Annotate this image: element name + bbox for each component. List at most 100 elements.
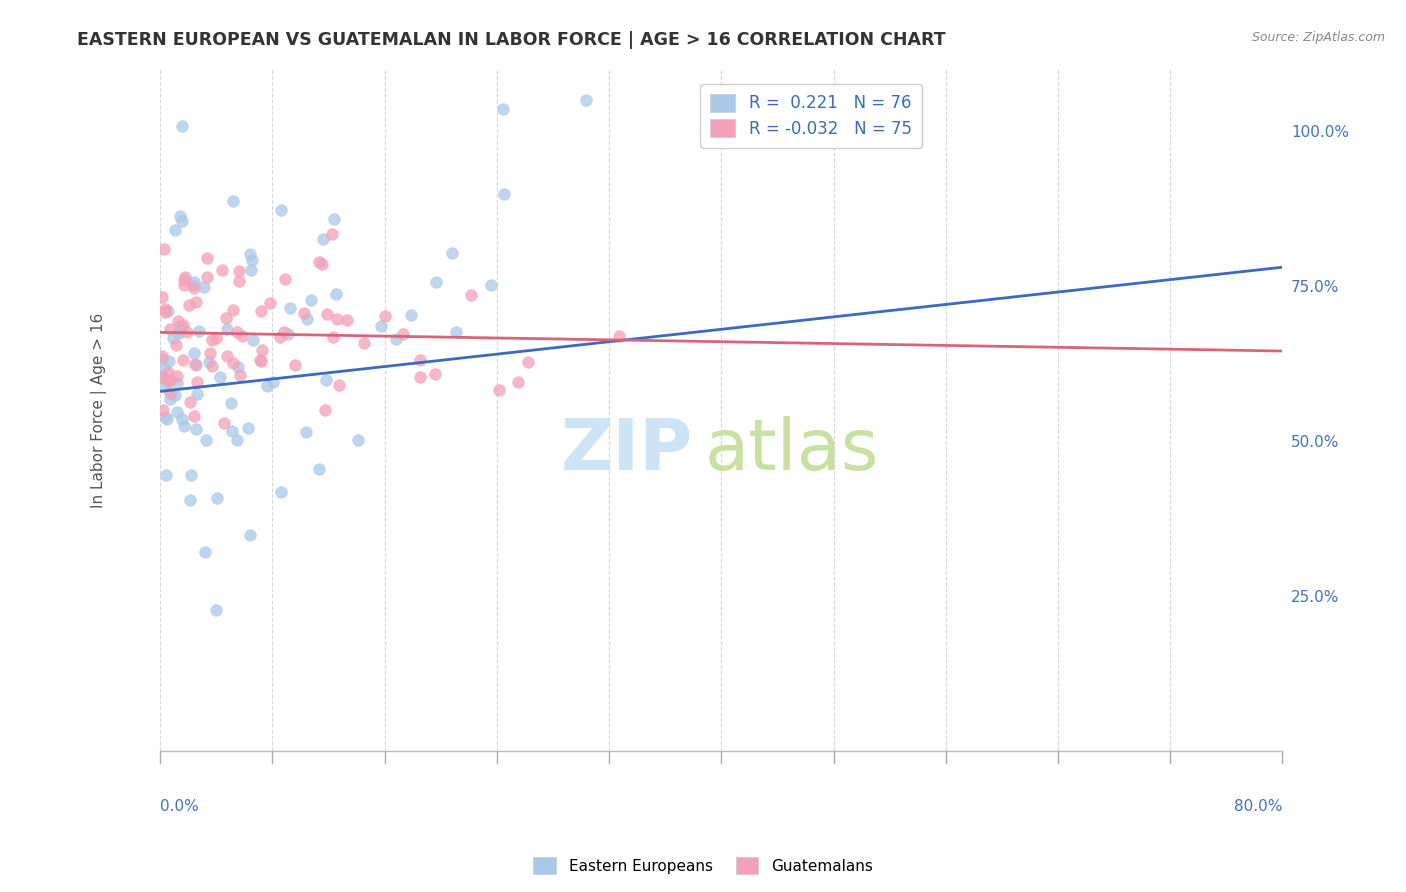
Point — [231, 328, 253, 343]
Point — [201, 333, 224, 347]
Point — [259, 295, 281, 310]
Point — [173, 270, 195, 285]
Point — [153, 242, 176, 256]
Point — [183, 275, 205, 289]
Point — [385, 332, 408, 346]
Point — [153, 305, 176, 319]
Point — [157, 354, 180, 368]
Point — [325, 287, 347, 301]
Point — [165, 223, 187, 237]
Point — [441, 246, 464, 260]
Point — [222, 194, 245, 208]
Point — [181, 278, 204, 293]
Point — [159, 373, 181, 387]
Point — [315, 373, 337, 387]
Point — [370, 319, 392, 334]
Point — [197, 354, 219, 368]
Point — [205, 330, 228, 344]
Point — [308, 255, 330, 269]
Point — [228, 274, 250, 288]
Point — [215, 310, 238, 325]
Point — [183, 409, 205, 423]
Point — [326, 312, 349, 326]
Point — [156, 303, 179, 318]
Point — [157, 365, 180, 379]
Point — [159, 386, 181, 401]
Text: Source: ZipAtlas.com: Source: ZipAtlas.com — [1251, 31, 1385, 45]
Point — [239, 263, 262, 277]
Point — [240, 252, 263, 267]
Point — [311, 232, 333, 246]
Point — [193, 279, 215, 293]
Point — [155, 468, 177, 483]
Point — [221, 424, 243, 438]
Point — [226, 433, 249, 447]
Point — [249, 304, 271, 318]
Point — [167, 314, 190, 328]
Point — [228, 264, 250, 278]
Point — [169, 318, 191, 333]
Point — [409, 353, 432, 368]
Point — [322, 212, 344, 227]
Point — [479, 277, 502, 292]
Point — [167, 326, 190, 341]
Point — [152, 403, 174, 417]
Point — [321, 227, 343, 242]
Text: 0.0%: 0.0% — [160, 799, 200, 814]
Point — [173, 277, 195, 292]
Point — [159, 322, 181, 336]
Point — [184, 295, 207, 310]
Point — [222, 303, 245, 318]
Point — [488, 383, 510, 397]
Point — [170, 412, 193, 426]
Point — [460, 288, 482, 302]
Point — [159, 392, 181, 406]
Point — [284, 358, 307, 372]
Point — [195, 269, 218, 284]
Point — [163, 388, 186, 402]
Point — [183, 281, 205, 295]
Point — [308, 462, 330, 476]
Point — [425, 367, 447, 381]
Point — [150, 352, 173, 367]
Point — [194, 544, 217, 558]
Point — [294, 425, 316, 440]
Point — [166, 405, 188, 419]
Text: EASTERN EUROPEAN VS GUATEMALAN IN LABOR FORCE | AGE > 16 CORRELATION CHART: EASTERN EUROPEAN VS GUATEMALAN IN LABOR … — [77, 31, 946, 49]
Point — [166, 376, 188, 391]
Point — [250, 343, 273, 358]
Point — [187, 324, 209, 338]
Point — [156, 412, 179, 426]
Point — [150, 370, 173, 384]
Point — [242, 333, 264, 347]
Point — [173, 273, 195, 287]
Point — [249, 353, 271, 368]
Point — [222, 356, 245, 370]
Point — [269, 330, 291, 344]
Point — [399, 308, 422, 322]
Point — [184, 422, 207, 436]
Point — [277, 326, 299, 341]
Point — [226, 360, 249, 375]
Point — [179, 394, 201, 409]
Point — [250, 354, 273, 368]
Point — [166, 369, 188, 384]
Point — [184, 357, 207, 371]
Point — [409, 370, 432, 384]
Legend: R =  0.221   N = 76, R = -0.032   N = 75: R = 0.221 N = 76, R = -0.032 N = 75 — [700, 84, 922, 148]
Point — [152, 360, 174, 375]
Point — [170, 119, 193, 133]
Point — [270, 203, 292, 218]
Point — [172, 214, 194, 228]
Point — [374, 309, 396, 323]
Point — [294, 306, 316, 320]
Point — [186, 375, 208, 389]
Point — [239, 528, 262, 542]
Point — [195, 433, 218, 447]
Text: In Labor Force | Age > 16: In Labor Force | Age > 16 — [90, 312, 107, 508]
Point — [153, 409, 176, 424]
Point — [492, 102, 515, 116]
Point — [239, 247, 262, 261]
Point — [211, 262, 233, 277]
Point — [150, 290, 173, 304]
